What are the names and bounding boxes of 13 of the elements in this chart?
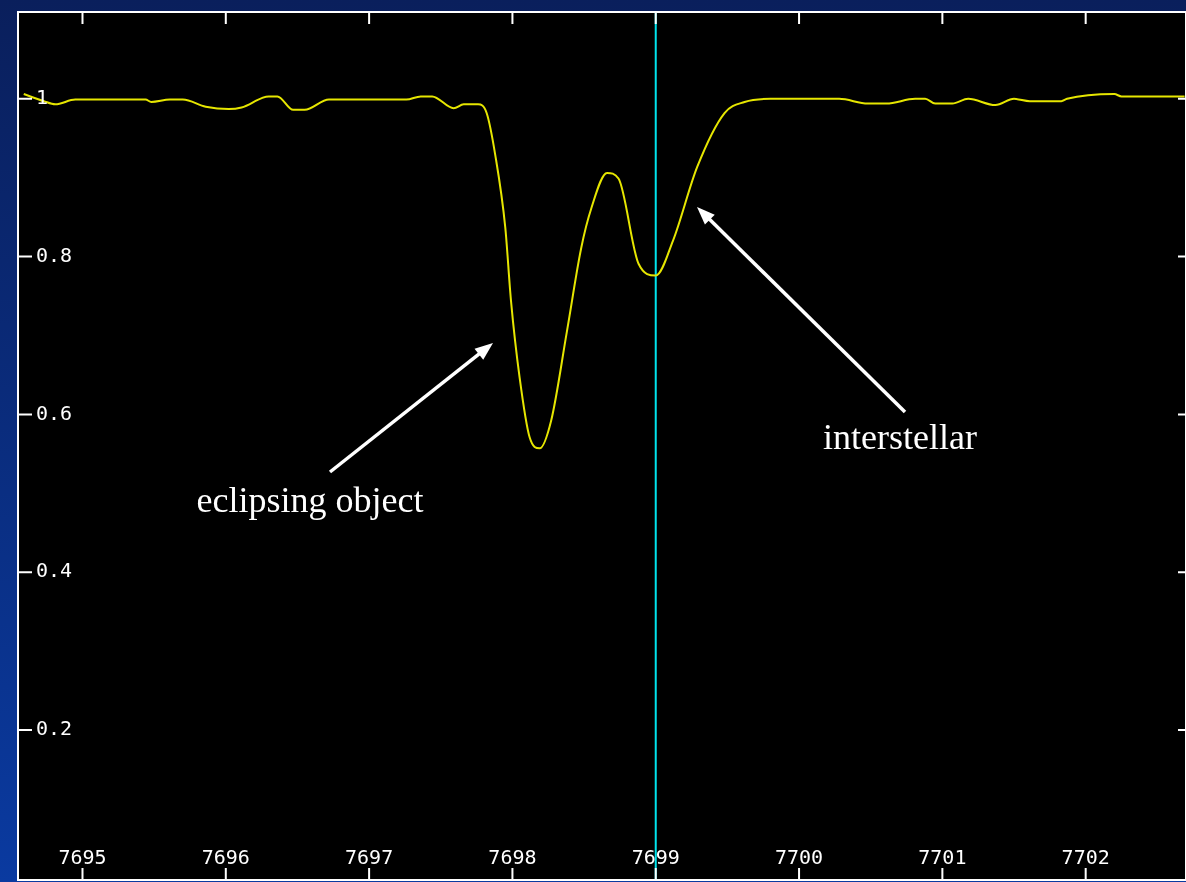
annotation: interstellar (823, 417, 977, 458)
x-tick-label: 7702 (1061, 845, 1110, 869)
x-tick-label: 7697 (345, 845, 394, 869)
y-tick-label: 0.2 (36, 716, 73, 741)
x-tick-label: 7701 (918, 845, 967, 869)
y-tick-label: 0.6 (36, 400, 73, 425)
y-tick-label: 0.4 (36, 558, 73, 583)
x-tick-label: 7698 (488, 845, 537, 869)
x-tick-label: 7695 (58, 845, 107, 869)
y-tick-label: 0.8 (36, 242, 73, 267)
annotation: eclipsing object (196, 480, 424, 521)
x-tick-label: 7696 (201, 845, 250, 869)
x-tick-label: 7700 (774, 845, 824, 869)
